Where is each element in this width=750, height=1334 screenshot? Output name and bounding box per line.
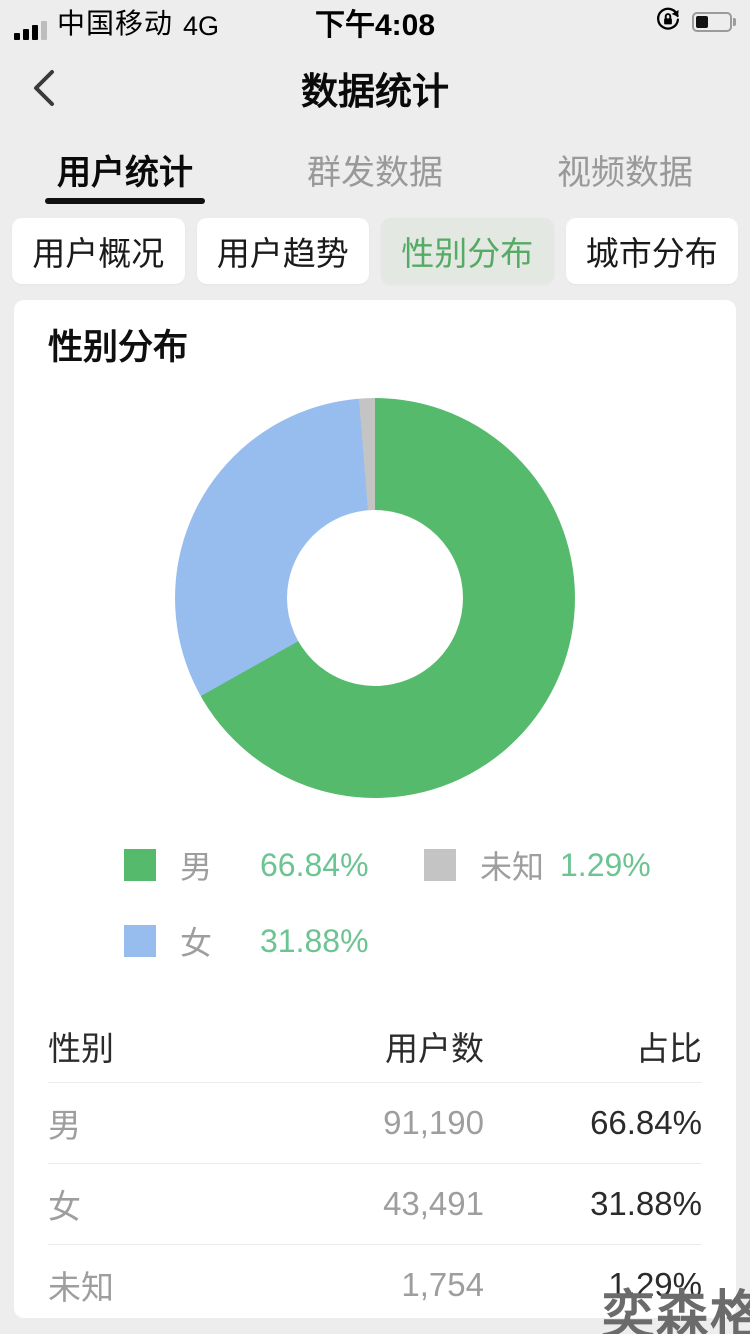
cell-users: 91,190 <box>383 1104 484 1141</box>
gender-distribution-card: 性别分布 男 66.84% 未知 1.29% 女 31.88% <box>14 300 736 1326</box>
cell-gender: 男 <box>48 1107 81 1144</box>
cell-users: 1,754 <box>401 1266 484 1303</box>
legend-label: 女 <box>180 925 213 961</box>
legend-item-unknown: 未知 1.29% <box>424 842 702 888</box>
cell-ratio: 31.88% <box>590 1185 702 1222</box>
orientation-lock-icon <box>654 5 682 40</box>
cell-ratio: 66.84% <box>590 1104 702 1141</box>
legend-value: 31.88% <box>260 922 369 959</box>
legend-value: 1.29% <box>560 846 651 883</box>
legend-swatch-male <box>124 849 156 881</box>
card-title: 性别分布 <box>48 328 189 367</box>
table-header-ratio: 占比 <box>636 1030 702 1067</box>
watermark-text: 奕森格 <box>601 1287 750 1334</box>
legend-label: 男 <box>180 849 213 885</box>
pill-label: 性别分布 <box>401 235 534 272</box>
tab-label: 视频数据 <box>557 153 693 192</box>
tab-video-data[interactable]: 视频数据 <box>500 132 750 206</box>
tab-bar: 用户统计 群发数据 视频数据 <box>0 132 750 206</box>
pill-label: 用户趋势 <box>216 235 349 272</box>
divider <box>48 1325 702 1326</box>
filter-row: 用户概况 用户趋势 性别分布 城市分布 <box>0 218 750 284</box>
legend-swatch-female <box>124 925 156 957</box>
filter-gender-distribution[interactable]: 性别分布 <box>381 218 554 284</box>
divider <box>48 1244 702 1245</box>
tab-label: 群发数据 <box>307 153 443 192</box>
cell-gender: 女 <box>48 1188 81 1225</box>
filter-user-trend[interactable]: 用户趋势 <box>196 218 369 284</box>
legend-value: 66.84% <box>260 846 369 883</box>
table-header-gender: 性别 <box>48 1030 114 1067</box>
tab-broadcast-data[interactable]: 群发数据 <box>250 132 500 206</box>
page-title: 数据统计 <box>301 71 449 112</box>
cell-ratio: 1.29% <box>608 1266 702 1303</box>
gender-table: 性别 用户数 占比 男 91,190 66.84% 女 43,491 31.88… <box>48 1010 702 1326</box>
status-right <box>654 5 736 40</box>
pill-label: 用户概况 <box>32 235 165 272</box>
table-row: 女 43,491 31.88% <box>48 1164 702 1244</box>
chart-legend: 男 66.84% 未知 1.29% 女 31.88% <box>48 842 702 964</box>
table-row: 男 91,190 66.84% <box>48 1083 702 1163</box>
tab-user-stats[interactable]: 用户统计 <box>0 132 250 206</box>
status-bar: 中国移动 4G 下午4:08 <box>0 0 750 44</box>
cellular-signal-icon <box>14 21 47 42</box>
table-row: 未知 1,754 1.29% <box>48 1245 702 1325</box>
tab-label: 用户统计 <box>57 153 193 192</box>
status-left: 中国移动 4G <box>14 2 219 42</box>
network-type-label: 4G <box>183 11 220 41</box>
divider <box>48 1082 702 1083</box>
divider <box>48 1163 702 1164</box>
donut-hole <box>287 510 463 686</box>
donut-chart-wrap <box>175 398 575 798</box>
chevron-left-icon <box>34 70 54 106</box>
carrier-label: 中国移动 <box>57 8 174 39</box>
legend-item-male: 男 66.84% <box>124 842 424 888</box>
back-button[interactable] <box>18 62 70 114</box>
nav-bar: 数据统计 <box>0 44 750 132</box>
legend-item-female: 女 31.88% <box>124 918 424 964</box>
cell-users: 43,491 <box>383 1185 484 1222</box>
battery-icon <box>692 12 736 32</box>
filter-city-distribution[interactable]: 城市分布 <box>565 218 738 284</box>
legend-swatch-unknown <box>424 849 456 881</box>
legend-label: 未知 <box>480 849 545 885</box>
cell-gender: 未知 <box>48 1269 114 1306</box>
pill-label: 城市分布 <box>585 235 718 272</box>
filter-user-overview[interactable]: 用户概况 <box>12 218 185 284</box>
table-header-users: 用户数 <box>385 1030 484 1067</box>
table-header-row: 性别 用户数 占比 <box>48 1010 702 1082</box>
